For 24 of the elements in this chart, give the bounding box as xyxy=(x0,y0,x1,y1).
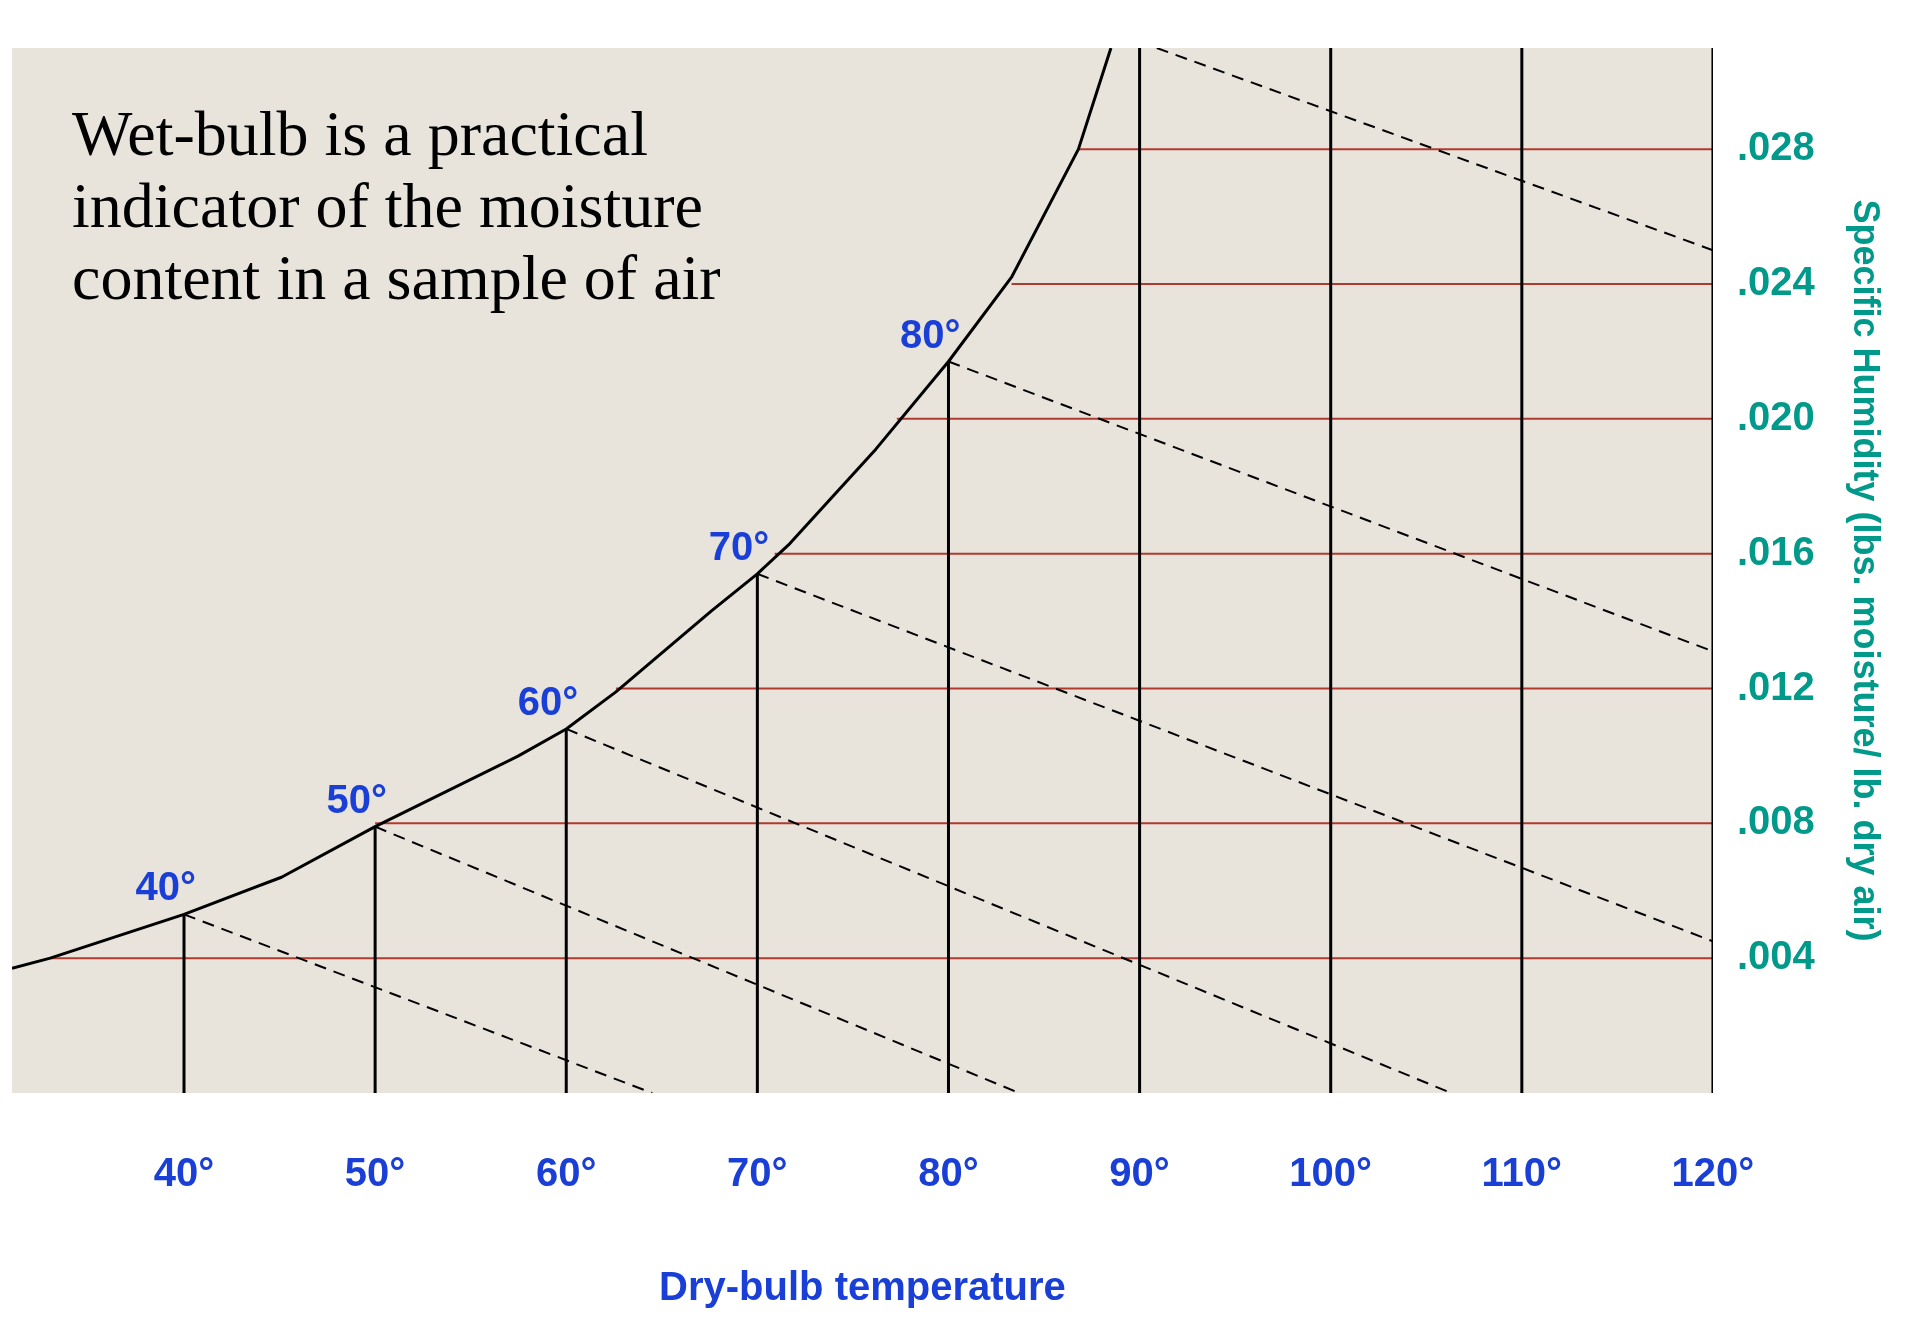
y-tick-label: .024 xyxy=(1736,259,1816,303)
x-tick-label: 90° xyxy=(1109,1150,1170,1195)
x-axis-title: Dry-bulb temperature xyxy=(659,1264,1066,1309)
y-tick-label: .008 xyxy=(1736,798,1815,843)
y-tick-label: .004 xyxy=(1736,933,1816,978)
y-tick-label: .012 xyxy=(1736,663,1815,708)
annotation: 50° xyxy=(326,776,388,821)
annotation: 80° xyxy=(899,311,961,356)
x-tick-label: 100° xyxy=(1289,1150,1373,1195)
y-tick-label: .028 xyxy=(1736,124,1815,169)
x-tick-label: 80° xyxy=(918,1150,979,1195)
annotation: 40° xyxy=(135,864,197,909)
x-tick-label: 40° xyxy=(153,1150,215,1195)
x-tick-label: 120° xyxy=(1671,1150,1755,1195)
y-tick-label: .020 xyxy=(1736,393,1815,438)
y-axis-title: Specific Humidity (lbs. moisture/ lb. dry air) xyxy=(1846,199,1888,942)
annotation: Wet-bulb is a practical indicator of the moisture content in a sample of air xyxy=(72,98,722,314)
x-tick-label: 60° xyxy=(535,1150,597,1195)
annotation: 60° xyxy=(517,678,579,723)
x-tick-label: 50° xyxy=(344,1150,406,1195)
y-tick-label: .016 xyxy=(1736,528,1815,573)
x-tick-label: 70° xyxy=(727,1150,788,1195)
annotation: 70° xyxy=(708,523,770,568)
x-tick-label: 110° xyxy=(1481,1150,1563,1195)
